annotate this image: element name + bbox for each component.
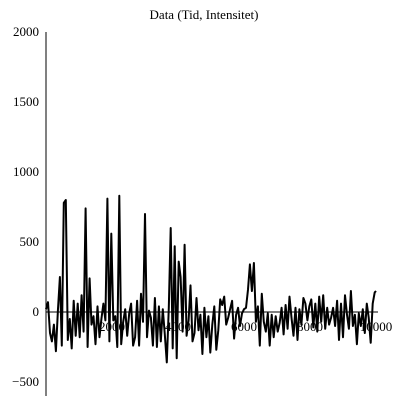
- y-tick-label: 2000: [13, 24, 39, 39]
- series-line-0: [46, 196, 376, 363]
- y-tick-label: 1000: [13, 164, 39, 179]
- chart-title: Data (Tid, Intensitet): [150, 7, 259, 22]
- y-tick-label: −500: [12, 374, 39, 389]
- y-tick-label: 0: [33, 304, 40, 319]
- y-tick-label: 1500: [13, 94, 39, 109]
- y-tick-label: 500: [20, 234, 40, 249]
- series-group: [46, 196, 376, 363]
- y-tick-labels: −500 0 500 1000 1500 2000: [12, 24, 39, 389]
